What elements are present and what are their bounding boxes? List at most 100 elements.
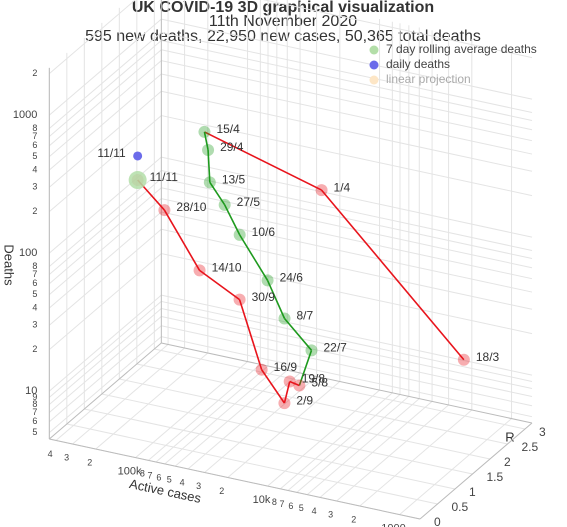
grid-line [148, 363, 261, 461]
grid-line [161, 31, 533, 114]
point [133, 151, 143, 161]
grid-line [161, 294, 533, 376]
point-glow [202, 143, 215, 156]
x-tick-label: 1000 [381, 522, 405, 527]
plot-area: 18/3 1/4 15/4 29/4 13/5 27/5 10/6 24/6 8/7 22/7 5/… [97, 122, 500, 410]
z-tick-label: 3 [32, 182, 37, 192]
point-label: 11/11 [97, 146, 126, 160]
point-glow [261, 274, 274, 287]
point-label: 11/11 [150, 170, 179, 184]
point-label: 15/4 [216, 122, 240, 136]
x-tick-label: 8 [140, 469, 145, 479]
point-glow [233, 228, 246, 241]
grid-line [161, 336, 533, 418]
grid-line [161, 307, 533, 390]
grid-line [161, 60, 533, 142]
point-label: 16/9 [274, 360, 298, 374]
trajectory-segment [223, 204, 241, 236]
point-label: 30/9 [252, 290, 276, 304]
trajectory-segment [283, 381, 291, 404]
y-tick-label: 2 [504, 455, 511, 469]
point-label: 5/8 [311, 376, 328, 390]
z-tick-label: 8 [32, 123, 37, 133]
x-tick-label: 6 [156, 472, 161, 482]
z-tick-label: 5 [32, 151, 37, 161]
y-tick-label: 0.5 [452, 500, 469, 514]
z-tick-label: 6 [32, 140, 37, 150]
grid-line [155, 365, 269, 463]
x-tick-label: 7 [147, 470, 152, 480]
grid-line [161, 198, 533, 280]
x-axis-title: Active cases [128, 476, 203, 506]
grid-line [49, 187, 162, 285]
grid-line [164, 367, 278, 465]
grid-line [49, 308, 162, 405]
grid-line [161, 39, 533, 122]
grid-line [49, 73, 162, 171]
point-glow [203, 176, 216, 189]
point-label: 19/8 [302, 372, 326, 386]
x-tick-label: 5 [299, 503, 304, 513]
legend-label: 7 day rolling average deaths [386, 42, 537, 56]
trajectory-segment [260, 369, 286, 404]
x-tick-label: 4 [48, 449, 53, 459]
point-glow [283, 375, 296, 388]
axis-edge [419, 422, 533, 520]
grid-line [306, 398, 420, 496]
grid-line [161, 228, 533, 310]
grid-line [49, 228, 162, 326]
point-glow [457, 353, 470, 366]
z-axis-title: Deaths [2, 244, 17, 286]
z-tick-label: 5 [32, 289, 37, 299]
x-tick-label: 100k [118, 465, 142, 477]
trajectory-segment [163, 209, 201, 271]
grid-line [227, 381, 341, 478]
point-glow [218, 198, 231, 211]
grid-line [49, 294, 162, 392]
grid-line [161, 300, 533, 382]
grid-line [55, 344, 169, 441]
point-glow [198, 125, 211, 138]
grid-line [399, 418, 512, 515]
chart-subtitle: 11th November 2020 [209, 13, 357, 30]
grid-line [119, 378, 491, 460]
y-tick-label: 1.5 [487, 470, 504, 484]
point-label: 14/10 [212, 261, 242, 275]
grid-line [49, 253, 162, 350]
z-tick-label: 8 [32, 261, 37, 271]
grid-line [49, 316, 162, 413]
grid-line [161, 253, 533, 335]
z-tick-label: 6 [32, 278, 37, 288]
y-tick-label: 0 [434, 515, 441, 527]
grid-line [49, 336, 162, 434]
grid-line [49, 198, 162, 296]
z-tick-label: 100 [19, 247, 37, 259]
z-tick-label: 5 [32, 427, 37, 437]
grid-line [262, 0, 533, 59]
grid-line [49, 0, 136, 74]
z-tick-label: 6 [32, 416, 37, 426]
grid-line [136, 363, 508, 445]
trajectory-segment [203, 131, 209, 151]
grid-line [161, 315, 533, 398]
point-label: 27/5 [237, 195, 261, 209]
y-axis-title: R [505, 429, 514, 444]
trajectory-segment [238, 299, 263, 370]
grid-line [135, 361, 248, 458]
point-label: 1/4 [334, 180, 351, 194]
grid-line [154, 348, 526, 430]
y-tick-label: 2.5 [522, 440, 539, 454]
point-glow [255, 363, 268, 376]
z-tick-label: 7 [32, 269, 37, 279]
grid-line [49, 40, 162, 137]
axis-edge [49, 342, 162, 440]
point-label: 18/3 [476, 350, 500, 364]
grid-line [161, 187, 533, 269]
point-glow [278, 312, 291, 325]
z-tick-label: 9 [32, 392, 37, 402]
grid-line [49, 301, 162, 398]
z-tick-label: 4 [32, 302, 37, 312]
grid-line [280, 392, 393, 490]
grid-line [49, 60, 162, 158]
